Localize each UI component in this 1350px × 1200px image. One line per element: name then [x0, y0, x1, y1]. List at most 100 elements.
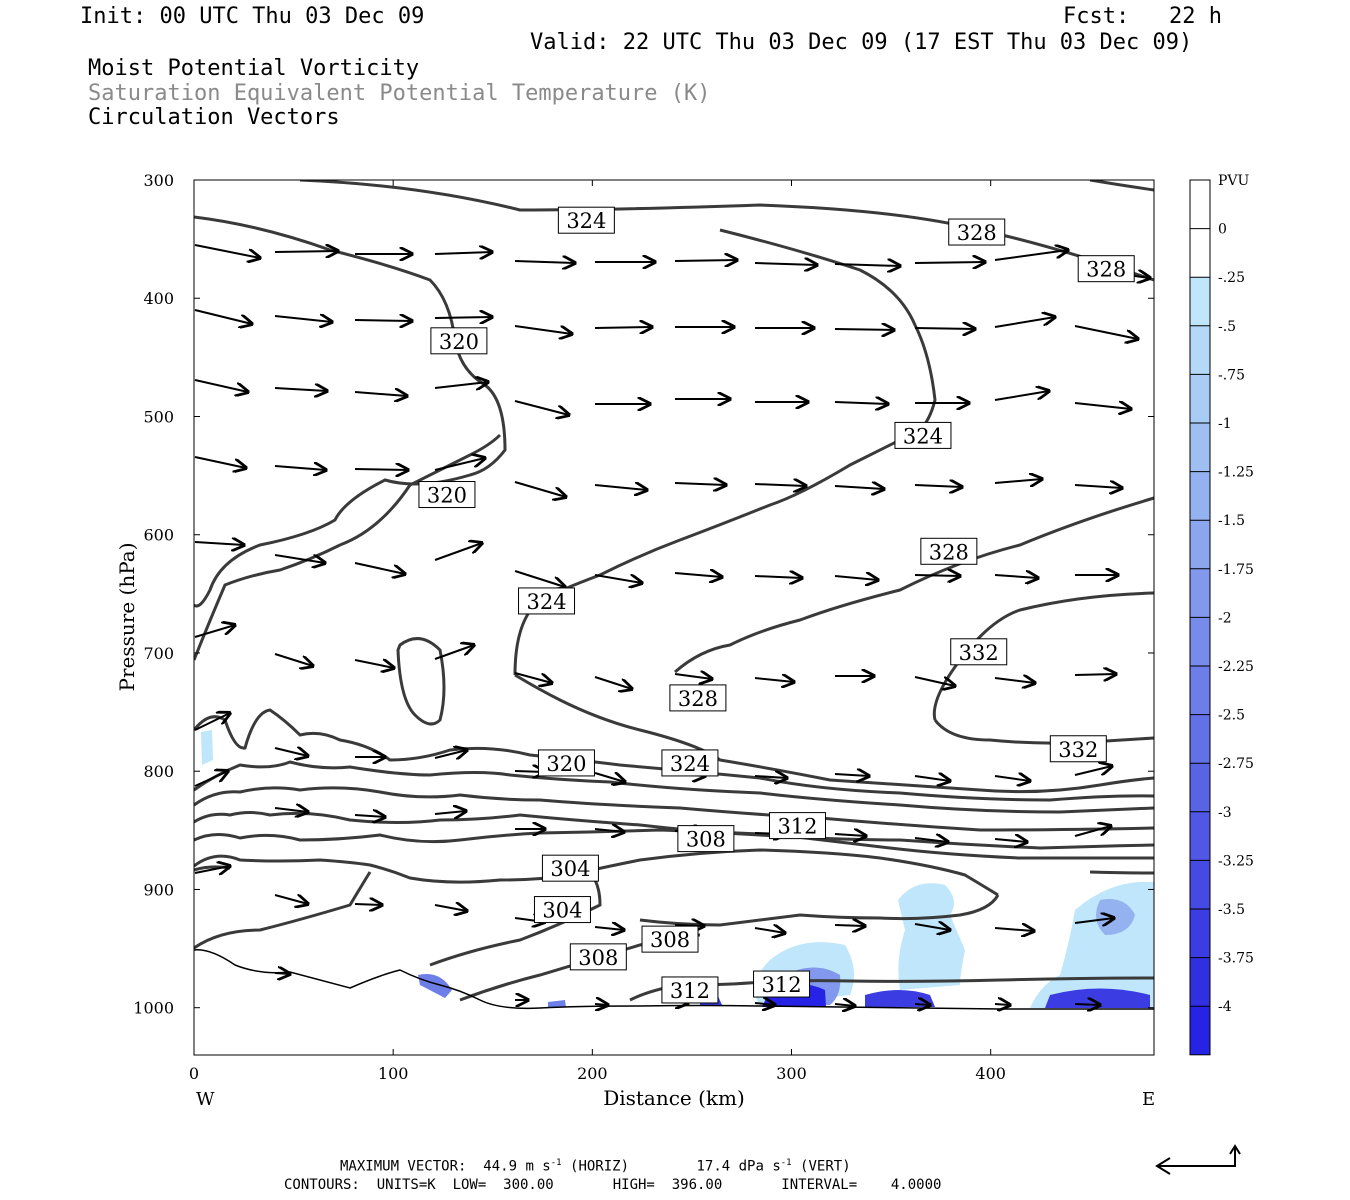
circulation-vector [434, 750, 467, 758]
circulation-vector [834, 1004, 855, 1006]
forecast-hour: Fcst: 22 h [1063, 4, 1222, 29]
contour-line [299, 180, 1154, 282]
circulation-vector [354, 392, 407, 396]
circulation-vector [354, 815, 385, 817]
colorbar-level-label: -1 [1218, 416, 1232, 432]
colorbar-swatch [1190, 714, 1210, 764]
circulation-vector [914, 924, 950, 930]
circulation-vector [274, 653, 313, 666]
y-tick-label: 600 [143, 526, 174, 545]
colorbar-level-label: -3.75 [1218, 951, 1254, 967]
pv-area-mid-light [898, 883, 965, 990]
colorbar-swatch [1190, 471, 1210, 521]
circulation-vector [434, 382, 488, 388]
y-tick-label: 400 [143, 289, 174, 308]
circulation-vector [274, 388, 327, 391]
contour-label: 324 [526, 590, 566, 614]
circulation-vector [274, 973, 290, 974]
circulation-vector [674, 925, 704, 926]
circulation-vector [194, 379, 248, 392]
circulation-vector [1074, 918, 1114, 923]
field-title-thetae: Saturation Equivalent Potential Temperat… [88, 81, 711, 106]
circulation-vector [194, 542, 244, 545]
colorbar-level-label: 0 [1218, 222, 1227, 238]
circulation-vector [834, 774, 869, 776]
circulation-vector [834, 925, 865, 926]
circulation-vector [594, 327, 652, 328]
contour-label-box [661, 976, 719, 1004]
contour-label-box [950, 638, 1008, 666]
circulation-vector [834, 402, 888, 404]
pv-area-left-low [418, 974, 452, 998]
colorbar-level-label: -.5 [1218, 319, 1236, 335]
circulation-vector [354, 904, 382, 905]
max-vector-vert: 17.4 dPa s [696, 1158, 781, 1175]
contour-label-box [518, 587, 576, 615]
contour-line [513, 228, 937, 676]
circulation-vector [674, 483, 726, 485]
colorbar-level-label: -3.5 [1218, 902, 1245, 918]
circulation-vector [354, 660, 394, 668]
contour-label: 324 [566, 209, 606, 233]
circulation-vector [594, 676, 632, 689]
circulation-vector [594, 575, 642, 583]
circulation-vector [994, 317, 1055, 328]
x-axis-ticks: 0 100 200 300 400 [189, 180, 1006, 1083]
y-axis-label: Pressure (hPa) [115, 543, 139, 692]
circulation-vector [1074, 1004, 1100, 1005]
colorbar-swatch [1190, 277, 1210, 326]
contour-labels: 324 328 328 320 324 320 328 324 332 328 332 320 324 3… [418, 206, 1135, 1004]
circulation-vector [994, 391, 1049, 401]
y-tick-label: 1000 [133, 999, 174, 1018]
circulation-vector [594, 773, 625, 782]
circulation-vector [354, 320, 412, 321]
contour-line [932, 591, 1154, 721]
circulation-vector [274, 808, 308, 812]
circulation-vector [1074, 325, 1138, 339]
x-axis-label: Distance (km) [603, 1086, 745, 1110]
field-title-mpv: Moist Potential Vorticity [88, 56, 420, 81]
colorbar-swatch [1190, 811, 1210, 861]
contour-label: 308 [650, 928, 690, 952]
circulation-vector [754, 928, 785, 933]
colorbar-swatch [1190, 180, 1210, 229]
circulation-vector [994, 479, 1042, 483]
circulation-vector [1074, 826, 1111, 837]
contour-label-box [768, 812, 826, 840]
colorbar-level-label: -2.5 [1218, 708, 1245, 724]
circulation-vector [274, 748, 308, 756]
contour-line [933, 719, 1154, 745]
colorbar-swatch [1190, 666, 1210, 715]
circulation-vector [514, 325, 572, 334]
contour-label-box [677, 825, 735, 853]
circulation-vector [594, 927, 624, 930]
circulation-vector [674, 573, 722, 577]
contour-label-box [569, 943, 627, 971]
colorbar-level-label: -2.75 [1218, 756, 1254, 772]
contour-label: 320 [439, 330, 479, 354]
colorbar-swatch [1190, 423, 1210, 472]
circulation-vector [1074, 403, 1131, 409]
contour-line [1089, 870, 1154, 875]
circulation-vector [834, 486, 884, 489]
colorbar-swatch [1190, 1006, 1210, 1055]
colorbar-title: PVU [1218, 173, 1250, 189]
colorbar-swatch [1190, 520, 1210, 569]
circulation-vector [994, 678, 1035, 683]
circulation-vector [914, 328, 975, 329]
circulation-vector [994, 250, 1068, 261]
contour-line [194, 828, 1154, 860]
circulation-vector [194, 866, 230, 873]
circulation-vector [914, 575, 960, 576]
colorbar-swatch [1190, 568, 1210, 618]
contour-line [194, 811, 1154, 850]
colorbar-swatch [1190, 909, 1210, 958]
contour-line [396, 637, 446, 726]
colorbar-swatch [1190, 325, 1210, 375]
contour-label: 328 [929, 540, 969, 564]
valid-time: Valid: 22 UTC Thu 03 Dec 09 (17 EST Thu … [530, 30, 1193, 55]
circulation-vector [434, 252, 492, 254]
circulation-vector [434, 543, 482, 561]
contour-label: 320 [427, 484, 467, 508]
colorbar-level-label: -1.75 [1218, 562, 1254, 578]
